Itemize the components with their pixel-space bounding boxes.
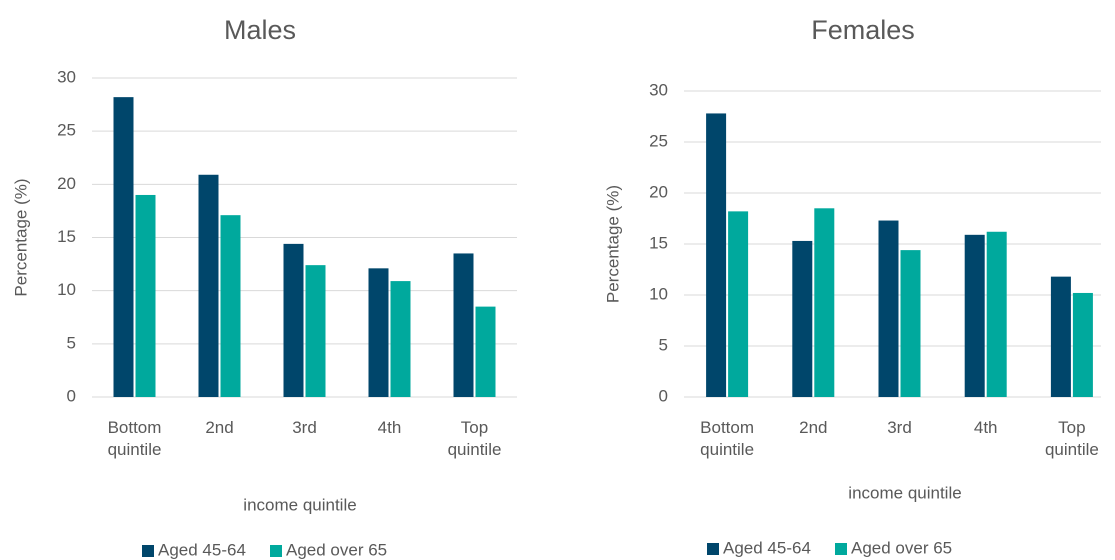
x-tick-label: Bottom quintile (107, 418, 162, 459)
x-tick-label: 2nd (799, 418, 828, 437)
y-axis-label: Percentage (%) (11, 178, 30, 296)
bar (198, 174, 219, 397)
y-tick-label: 20 (649, 182, 668, 201)
y-tick-label: 15 (57, 227, 76, 246)
y-tick-label: 0 (67, 386, 76, 405)
bar (453, 253, 474, 397)
y-axis-label: Percentage (%) (603, 185, 622, 303)
y-tick-label: 25 (57, 121, 76, 140)
x-tick-label: 2nd (205, 418, 234, 437)
legend-label: Aged 45-64 (158, 540, 246, 559)
legend-swatch (142, 545, 154, 557)
y-tick-label: 10 (57, 280, 76, 299)
y-tick-label: 15 (649, 233, 668, 252)
y-tick-label: 5 (659, 335, 668, 354)
y-tick-label: 30 (649, 80, 668, 99)
bar (706, 113, 727, 397)
legend-label: Aged over 65 (286, 540, 387, 559)
x-tick-label: Top quintile (447, 418, 502, 459)
legend-swatch (835, 543, 847, 555)
bar (283, 243, 304, 397)
bar (220, 215, 241, 397)
legend-label: Aged over 65 (851, 538, 952, 557)
bar (964, 234, 985, 397)
x-tick-label: 3rd (292, 418, 317, 437)
y-tick-label: 0 (659, 386, 668, 405)
x-axis-label: income quintile (243, 495, 356, 514)
chart-title: Males (224, 15, 296, 45)
x-tick-label: 4th (973, 418, 998, 437)
chart-title: Females (811, 15, 915, 45)
bar (1050, 276, 1071, 397)
bar (368, 268, 389, 397)
y-tick-label: 10 (649, 284, 668, 303)
bar (113, 97, 134, 397)
bar (135, 194, 156, 397)
bar (878, 220, 899, 397)
legend-label: Aged 45-64 (723, 538, 811, 557)
bar (814, 208, 835, 397)
x-tick-label: Bottom quintile (700, 418, 755, 459)
bar (390, 281, 411, 397)
legend-swatch (270, 545, 282, 557)
bar (728, 211, 749, 397)
bar (1072, 292, 1093, 397)
bar (475, 306, 496, 397)
legend-swatch (707, 543, 719, 555)
x-axis-label: income quintile (848, 483, 961, 502)
bar (986, 231, 1007, 397)
bar (305, 265, 326, 397)
y-tick-label: 25 (649, 131, 668, 150)
y-tick-label: 20 (57, 174, 76, 193)
bar (792, 240, 813, 397)
y-tick-label: 30 (57, 67, 76, 86)
x-tick-label: 3rd (887, 418, 912, 437)
y-tick-label: 5 (67, 333, 76, 352)
x-tick-label: Top quintile (1044, 418, 1099, 459)
x-tick-label: 4th (377, 418, 402, 437)
bar (900, 250, 921, 397)
